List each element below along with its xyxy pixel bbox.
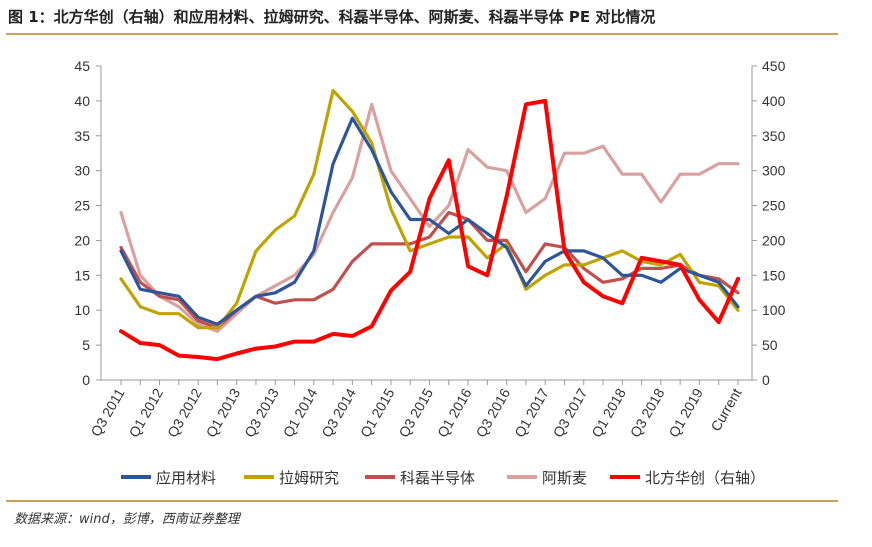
x-tick-label: Q3 2014: [318, 385, 359, 440]
right-tick-label: 450: [762, 58, 786, 74]
series-layer: [119, 88, 740, 362]
left-tick-label: 25: [74, 198, 90, 214]
series-line-1: [119, 88, 740, 330]
x-tick-label: Q1 2019: [665, 385, 706, 440]
left-tick-label: 15: [74, 267, 90, 283]
x-tick-label: Q1 2014: [280, 385, 321, 440]
series-line-3: [119, 102, 740, 333]
left-tick-label: 10: [74, 302, 90, 318]
x-tick-label: Q3 2015: [395, 385, 436, 440]
legend-label-2: 科磊半导体: [400, 469, 475, 487]
right-tick-label: 50: [762, 337, 778, 353]
left-tick-label: 45: [74, 58, 90, 74]
left-tick-label: 20: [74, 232, 90, 248]
x-tick-label: Q1 2016: [434, 385, 475, 440]
x-tick-label: Q3 2016: [473, 385, 514, 440]
legend: 应用材料 拉姆研究 科磊半导体 阿斯麦 北方华创（右轴）: [121, 469, 765, 487]
right-tick-label: 250: [762, 198, 786, 214]
x-tick-label: Q1 2015: [357, 385, 398, 440]
x-tick-label: Q1 2012: [125, 385, 166, 440]
source-note: 数据来源：wind，彭博，西南证券整理: [14, 512, 240, 527]
left-tick-label: 30: [74, 163, 90, 179]
left-tick-label: 40: [74, 93, 90, 109]
legend-label-1: 拉姆研究: [279, 469, 339, 487]
x-tick-label: Q3 2011: [87, 385, 127, 439]
legend-label-4: 北方华创（右轴）: [645, 469, 765, 487]
legend-label-3: 阿斯麦: [542, 469, 587, 487]
x-tick-label: Q3 2012: [164, 385, 205, 440]
right-tick-label: 100: [762, 302, 786, 318]
right-tick-label: 400: [762, 93, 786, 109]
x-tick-label: Q1 2017: [511, 385, 552, 440]
title-divider: [6, 33, 838, 35]
right-tick-label: 200: [762, 232, 786, 248]
x-tick-label: Q1 2018: [588, 385, 629, 440]
series-line-4: [119, 98, 740, 362]
x-tick-label: Q3 2013: [241, 385, 282, 440]
x-tick-label: Q1 2013: [203, 385, 244, 440]
x-tick-label: Current: [707, 385, 744, 434]
series-line-2: [119, 210, 740, 330]
right-tick-label: 300: [762, 163, 786, 179]
left-tick-label: 5: [82, 337, 90, 353]
left-tick-label: 35: [74, 128, 90, 144]
legend-label-0: 应用材料: [156, 469, 216, 487]
right-tick-label: 0: [762, 372, 770, 388]
left-tick-label: 0: [82, 372, 90, 388]
right-tick-label: 350: [762, 128, 786, 144]
series-line-0: [119, 116, 740, 326]
axes: 0510152025303540450501001502002503003504…: [74, 58, 785, 440]
footer-divider: [6, 500, 838, 502]
right-tick-label: 150: [762, 267, 786, 283]
x-tick-label: Q3 2017: [550, 385, 591, 440]
x-tick-label: Q3 2018: [627, 385, 668, 440]
figure-title: 图 1：北方华创（右轴）和应用材料、拉姆研究、科磊半导体、阿斯麦、科磊半导体 P…: [8, 8, 656, 26]
